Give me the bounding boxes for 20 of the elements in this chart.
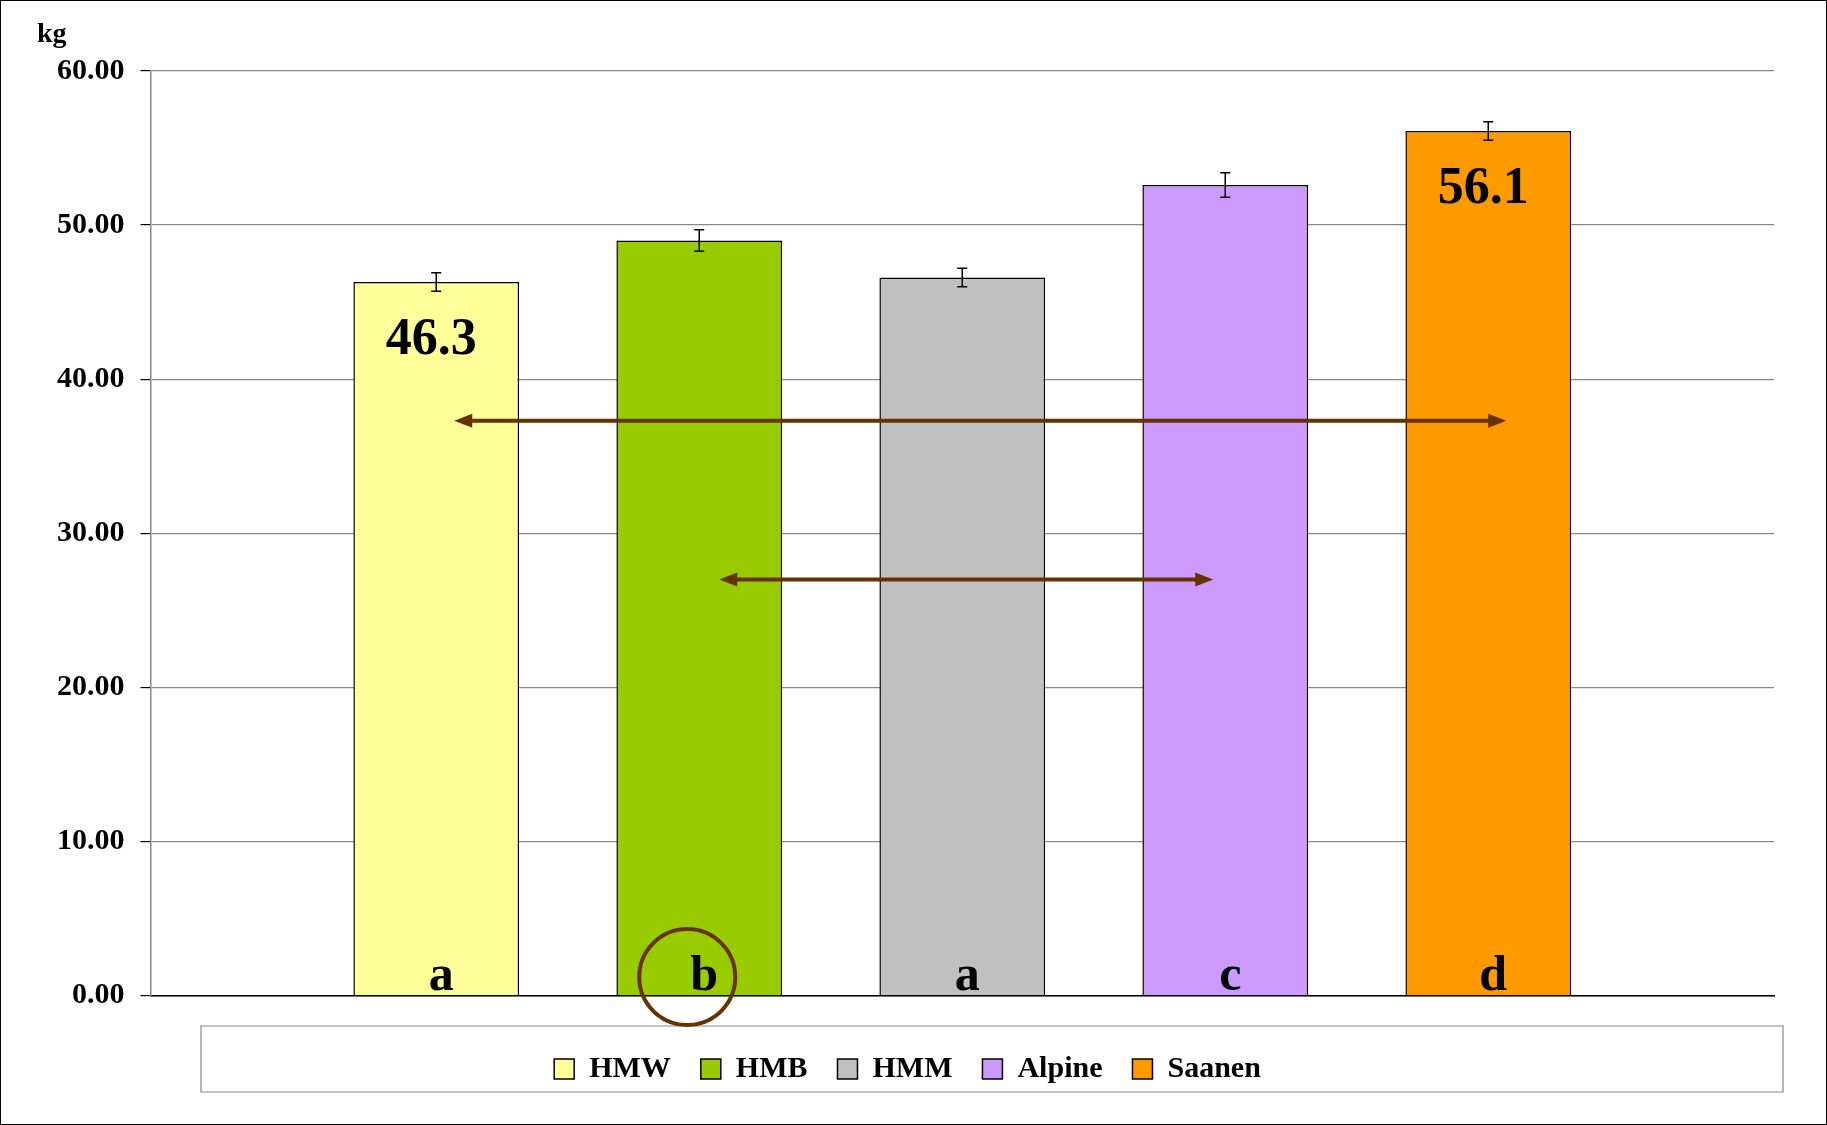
- annotation: a: [954, 944, 980, 1001]
- y-tick-label: 50.00: [57, 205, 125, 239]
- annotation: c: [1219, 944, 1242, 1001]
- annotation: d: [1479, 944, 1508, 1001]
- annotation: a: [428, 944, 454, 1001]
- y-tick-label: 0.00: [72, 976, 125, 1010]
- legend-label: HMW: [589, 1049, 671, 1083]
- y-axis-title: kg: [37, 17, 67, 49]
- y-tick-label: 20.00: [57, 668, 125, 702]
- legend-label: Saanen: [1167, 1049, 1262, 1083]
- y-tick-label: 60.00: [57, 51, 125, 85]
- y-tick-label: 40.00: [57, 359, 125, 393]
- y-tick-label: 10.00: [57, 822, 125, 856]
- y-tick-label: 30.00: [57, 514, 125, 548]
- data-label: 56.1: [1437, 156, 1529, 214]
- data-label: 46.3: [385, 307, 477, 365]
- legend-label: HMB: [735, 1049, 808, 1083]
- legend-label: Alpine: [1017, 1049, 1103, 1083]
- legend-label: HMM: [872, 1049, 953, 1083]
- annotation: b: [690, 944, 719, 1001]
